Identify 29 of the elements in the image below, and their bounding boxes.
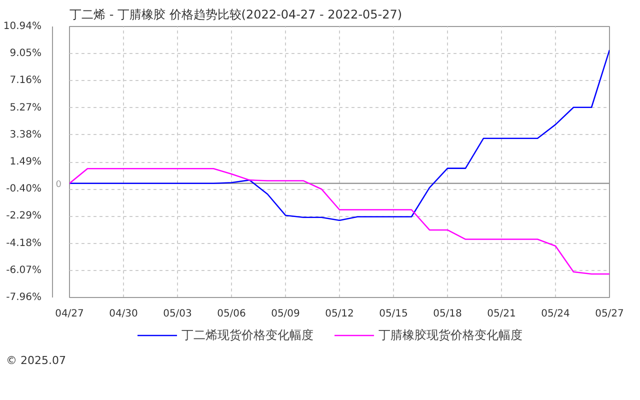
y-tick-label: 5.27% <box>10 102 42 114</box>
y-tick-label: 10.94% <box>3 21 42 32</box>
y-tick-label: 3.38% <box>10 129 42 140</box>
x-tick-label: 05/09 <box>271 308 300 320</box>
x-tick-label: 05/18 <box>433 308 462 320</box>
chart-title: 丁二烯 - 丁腈橡胶 价格趋势比较(2022-04-27 - 2022-05-27) <box>70 8 402 22</box>
legend-label: 丁腈橡胶现货价格变化幅度 <box>378 326 522 344</box>
ref-line-label: 0 <box>56 180 62 190</box>
line-series <box>70 168 610 275</box>
text: © 2025.07 <box>6 353 66 369</box>
x-tick-label: 04/27 <box>55 308 84 320</box>
x-tick-label: 05/24 <box>541 308 570 320</box>
y-tick-label: -7.96% <box>6 292 42 303</box>
y-tick-label: 9.05% <box>10 48 42 60</box>
y-tick-label: -4.18% <box>6 238 42 249</box>
y-tick-label: 7.16% <box>10 75 42 86</box>
legend-label: 丁二烯现货价格变化幅度 <box>182 326 314 344</box>
x-tick-label: 05/12 <box>325 308 354 320</box>
x-tick-label: 05/21 <box>487 308 516 320</box>
x-tick-label: 05/27 <box>595 308 624 320</box>
x-tick-label: 05/15 <box>379 308 408 320</box>
y-tick-label: -6.07% <box>6 264 42 276</box>
y-tick-label: 1.49% <box>10 156 42 168</box>
x-tick-label: 05/03 <box>163 308 192 320</box>
y-tick-label: -0.40% <box>6 184 42 195</box>
y-tick-label: -2.29% <box>6 210 42 222</box>
x-tick-label: 04/30 <box>109 308 138 320</box>
x-tick-label: 05/06 <box>217 308 246 320</box>
line-series <box>70 49 610 222</box>
